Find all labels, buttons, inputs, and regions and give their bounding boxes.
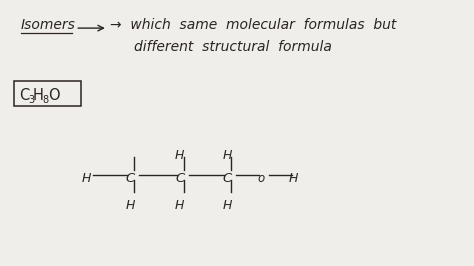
Text: H: H (126, 199, 135, 212)
Text: O: O (48, 88, 59, 103)
Text: C: C (222, 172, 232, 185)
Text: H: H (175, 199, 184, 212)
Text: 3: 3 (28, 95, 34, 105)
Text: C: C (175, 172, 184, 185)
Text: different  structural  formula: different structural formula (135, 40, 332, 54)
Text: H: H (82, 172, 91, 185)
Text: H: H (175, 149, 184, 162)
Text: C: C (19, 88, 29, 103)
Text: H: H (288, 172, 298, 185)
Text: H: H (222, 199, 232, 212)
Text: o: o (258, 172, 265, 185)
Text: H: H (33, 88, 44, 103)
Text: 8: 8 (43, 95, 49, 105)
FancyBboxPatch shape (14, 81, 81, 106)
Text: Isomers: Isomers (21, 18, 76, 32)
Text: →  which  same  molecular  formulas  but: → which same molecular formulas but (110, 18, 396, 32)
Text: H: H (222, 149, 232, 162)
Text: C: C (126, 172, 135, 185)
